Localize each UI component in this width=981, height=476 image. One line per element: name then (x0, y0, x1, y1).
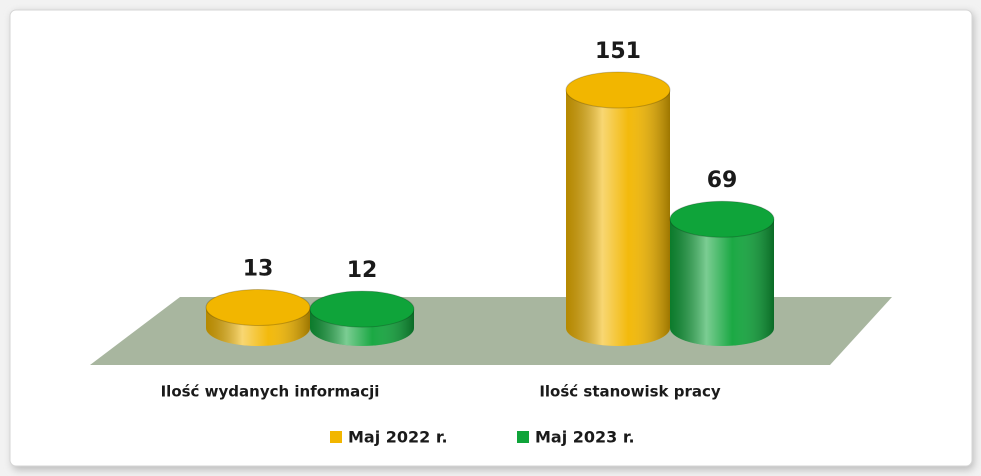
legend-swatch (517, 431, 529, 443)
cylinder-top (565, 71, 671, 109)
legend-label: Maj 2022 r. (348, 428, 448, 447)
cylinder-shade (670, 219, 774, 346)
cylinder-top (309, 290, 415, 328)
cylinder-top (669, 200, 775, 238)
legend-swatch (330, 431, 342, 443)
value-label: 13 (243, 257, 274, 282)
x-tick-label: Ilość stanowisk pracy (539, 383, 721, 401)
plot: 13 12 151 69 (205, 39, 775, 346)
cylinder-top (205, 289, 311, 327)
legend: Maj 2022 r. Maj 2023 r. (330, 428, 635, 447)
x-tick-label: Ilość wydanych informacji (161, 383, 380, 401)
value-label: 12 (347, 258, 378, 283)
legend-label: Maj 2023 r. (535, 428, 635, 447)
value-label: 151 (595, 39, 641, 64)
cylinder-shade (566, 90, 670, 346)
frame (9, 9, 973, 467)
value-label: 69 (707, 168, 738, 193)
